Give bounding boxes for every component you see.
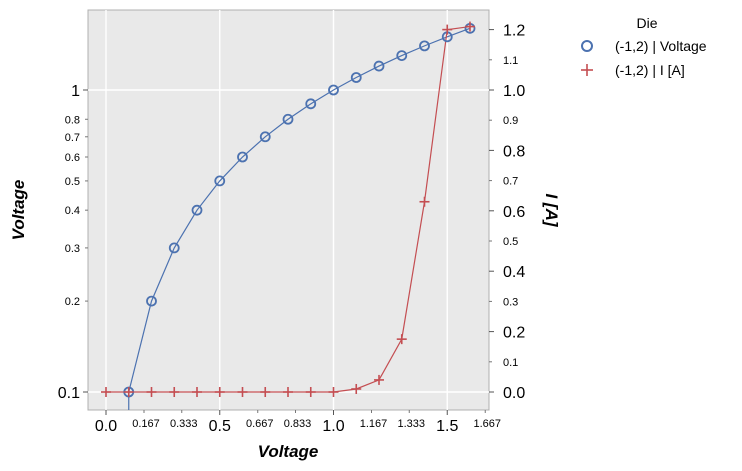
data-point-current [351,383,362,394]
data-point-current [419,196,430,207]
y-right-major-tick-label: 0.4 [503,264,525,281]
data-point-voltage [259,131,271,143]
x-minor-tick-label: 0.167 [132,418,160,430]
data-point-current [328,387,339,397]
data-point-voltage [419,40,430,52]
series-line-0 [128,27,471,410]
legend-label-current: (-1,2) | I [A] [615,62,685,78]
data-point-current [396,334,407,345]
data-point-voltage [350,72,362,83]
x-major-tick-label: 0.5 [209,418,231,435]
data-point-current [214,387,225,397]
data-point-voltage [237,151,248,163]
x-minor-tick-label: 1.167 [360,418,388,430]
y-left-major-tick-label: 1 [71,83,80,100]
data-point-voltage [191,204,203,216]
x-major-tick-label: 1.5 [436,418,458,435]
data-point-current [260,387,271,397]
data-point-current [442,24,453,35]
y-left-minor-tick-label: 0.7 [65,132,80,144]
series-points [101,21,476,398]
data-point-voltage [396,50,408,61]
legend-label-voltage: (-1,2) | Voltage [615,38,707,54]
data-point-current [465,21,475,32]
y-right-major-tick-label: 1.2 [503,23,525,40]
plot-background [87,9,490,411]
y-right-major-tick-label: 0.6 [503,204,525,221]
data-point-current [374,374,384,385]
y-right-minor-tick-label: 0.7 [503,176,518,188]
y-right-minor-tick-label: 1.1 [503,55,518,67]
data-point-voltage [328,84,339,96]
y-right-minor-tick-label: 0.9 [503,115,518,127]
data-point-voltage [282,113,294,125]
x-axis-title: Voltage [258,442,319,461]
tick-marks [83,29,494,415]
legend: Die (-1,2) | Voltage (-1,2) | I [A] [581,15,707,78]
data-point-current [146,387,157,397]
x-major-tick-label: 1.0 [322,418,344,435]
y-left-axis-title: Voltage [9,180,28,241]
legend-marker-voltage [581,40,593,52]
y-right-major-tick-label: 0.8 [503,143,525,160]
data-point-current [101,387,111,397]
y-right-minor-tick-label: 0.3 [503,296,518,308]
data-point-voltage [373,60,385,72]
x-minor-tick-label: 1.333 [397,418,425,430]
y-right-major-tick-label: 0.0 [503,385,525,402]
data-point-current [283,387,293,397]
y-left-minor-tick-label: 0.8 [65,114,80,126]
y-left-minor-tick-label: 0.3 [65,243,80,255]
tick-labels: 0.0 0.5 1.0 1.5 0.167 0.333 0.667 0.833 1.167 1.3… [58,23,526,435]
y-left-minor-tick-label: 0.6 [65,152,80,164]
data-point-current [123,387,134,397]
data-point-voltage [146,295,157,307]
y-left-minor-tick-label: 0.4 [65,205,80,217]
y-left-minor-tick-label: 0.2 [65,296,80,308]
data-point-current [237,387,248,397]
y-right-axis-title: I [A] [542,193,561,227]
legend-title: Die [636,15,657,31]
legend-marker-current [581,64,593,76]
x-minor-tick-label: 1.667 [473,418,501,430]
data-point-current [169,387,180,397]
x-minor-tick-label: 0.333 [170,418,198,430]
data-point-voltage [214,175,226,187]
y-right-minor-tick-label: 0.1 [503,357,518,369]
y-right-minor-tick-label: 0.5 [503,236,518,248]
y-left-minor-tick-label: 0.5 [65,176,80,188]
y-right-major-tick-label: 1.0 [503,83,525,100]
data-point-current [192,387,202,397]
x-minor-tick-label: 0.667 [246,418,274,430]
y-left-major-tick-label: 0.1 [58,385,80,402]
data-point-current [305,387,316,397]
y-right-major-tick-label: 0.2 [503,325,525,342]
data-point-voltage [305,98,317,110]
x-minor-tick-label: 0.833 [284,418,312,430]
data-point-voltage [168,242,180,254]
x-major-tick-label: 0.0 [95,418,117,435]
